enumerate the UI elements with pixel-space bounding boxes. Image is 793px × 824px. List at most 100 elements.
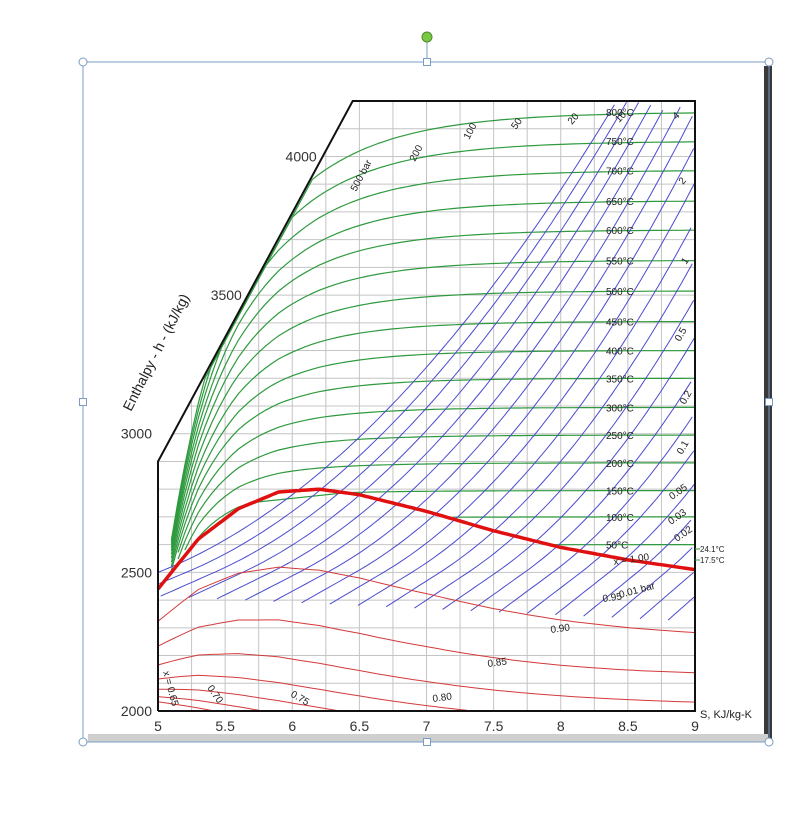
x-axis-label: S, KJ/kg-K [700,709,753,721]
isotherm-label: 550°C [606,256,634,267]
isotherm-line [170,377,695,571]
x-tick-label: 7 [423,718,431,734]
isotherm-line [170,170,696,545]
isotherm-line [170,141,696,543]
isotherm-line [177,434,695,560]
isobar-line [385,263,693,608]
isobar-line [160,102,640,597]
resize-handle [79,398,87,406]
isotherm-label: 150°C [606,487,634,498]
isotherm-label: 350°C [606,374,634,385]
isotherm-label: 700°C [606,166,634,177]
resize-handle [764,737,774,747]
x-tick-label: 8 [557,718,565,734]
isotherm-label: 650°C [606,197,634,208]
isobar-line [273,116,693,602]
isobar-line [470,381,692,612]
x-tick-label: 7.5 [484,718,504,734]
quality-label: 0.85 [487,656,508,670]
isobar-label: 0.03 [666,507,689,527]
chart-frame [157,100,696,712]
quality-line [157,701,212,711]
isobar-label: 0.02 [672,524,695,544]
x-tick-label: 5 [154,718,162,734]
y-tick-label: 4000 [286,148,317,164]
saturation-curve [156,487,696,591]
quality-label: 0.90 [550,622,571,636]
isobar-line [159,102,627,585]
isobar-line [301,148,695,604]
quality-label: 0.70 [205,683,225,706]
saturation-label: x = 1.00 [613,552,650,568]
isobar-label: 1 [679,255,691,266]
isobar-label: 0.05 [667,482,690,502]
rotation-handle[interactable] [421,31,433,43]
quality-line [157,653,696,703]
isotherm-line [184,462,695,551]
quality-line [158,688,340,712]
quality-line [157,696,259,711]
resize-handle [78,737,88,747]
quality-line [157,566,696,634]
isotherm-label: 750°C [606,137,634,148]
y-tick-label: 2500 [121,564,152,580]
isobar-label: 200 [408,143,426,163]
isotherm-line [177,406,695,553]
quality-label: 0.80 [432,691,453,705]
y-tick-label: 3000 [121,426,152,442]
isobar-label: 0.5 [673,326,690,344]
resize-handle [423,58,431,66]
isotherm-line [170,200,695,548]
isotherm-label: 200°C [606,459,634,470]
x-tick-label: 8.5 [618,718,638,734]
isotherm-label: 800°C [606,108,634,119]
isotherm-line [170,260,696,555]
x-tick-label: 5.5 [215,718,235,734]
isotherm-line [170,290,695,559]
isotherm-label: 300°C [606,403,634,414]
resize-handle [764,57,774,67]
side-temperature-label: 17.5°C [700,556,725,565]
chart-boundary [157,100,696,712]
isobar-line [611,547,693,618]
isobar-line [526,450,695,614]
isobar-line [329,182,696,605]
y-tick-label: 3500 [211,287,242,303]
resize-handles [78,57,774,747]
quality-line [157,619,696,674]
isotherm-label: 450°C [606,317,634,328]
isobar-line [157,104,615,573]
isobar-lines [157,102,696,621]
resize-handle [78,57,88,67]
x-tick-label: 6.5 [350,718,370,734]
x-tick-label: 6 [288,718,296,734]
isotherm-label: 600°C [606,226,634,237]
isobar-label: 4 [671,110,683,122]
isobar-line [639,572,695,620]
y-axis-label: Enthalpy - h - (kJ/kg) [119,291,192,413]
quality-line [157,674,467,711]
isotherm-label: 250°C [606,431,634,442]
isobar-line [442,336,696,610]
isobar-line [583,519,692,617]
isotherm-label: 400°C [606,347,634,358]
isotherm-label: 500°C [606,287,634,298]
isobar-line [414,300,695,609]
quality-label: 0.95 [602,591,623,605]
resize-handle [765,398,773,406]
isotherm-line [170,321,695,563]
isobar-label: 2 [677,175,689,187]
isobar-line [245,106,681,601]
isobar-line [216,109,664,600]
isobar-line [498,416,693,613]
isotherm-label: 100°C [606,513,634,524]
isobar-line [667,595,696,621]
quality-curves [157,566,696,712]
isobar-line [357,227,692,606]
isotherm-line [170,229,695,551]
x-tick-label: 9 [691,718,699,734]
side-temperature-label: 24.1°C [700,545,725,554]
isotherm-line [170,350,695,567]
isotherm-line [170,112,696,540]
